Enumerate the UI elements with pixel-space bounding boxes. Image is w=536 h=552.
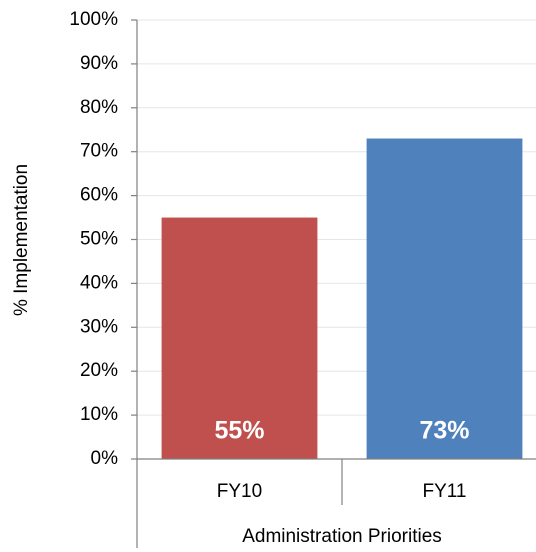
y-axis-title: % Implementation — [11, 164, 32, 316]
x-axis-title: Administration Priorities — [242, 526, 442, 547]
y-tick-label: 80% — [80, 97, 118, 118]
y-tick-label: 30% — [80, 316, 118, 337]
y-tick-label: 40% — [80, 272, 118, 293]
y-tick-label: 10% — [80, 404, 118, 425]
y-tick-label: 70% — [80, 141, 118, 162]
data-label: 73% — [419, 417, 469, 445]
y-tick-label: 50% — [80, 229, 118, 250]
bar — [366, 138, 523, 459]
y-tick-label: 90% — [80, 53, 118, 74]
y-tick-label: 20% — [80, 360, 118, 381]
x-tick-label: FY10 — [217, 481, 262, 502]
y-tick-label: 60% — [80, 185, 118, 206]
x-tick-label: FY11 — [422, 481, 466, 502]
bar — [161, 217, 318, 459]
y-tick-label: 100% — [69, 9, 118, 30]
y-tick-label: 0% — [91, 448, 119, 469]
data-label: 55% — [214, 417, 264, 445]
